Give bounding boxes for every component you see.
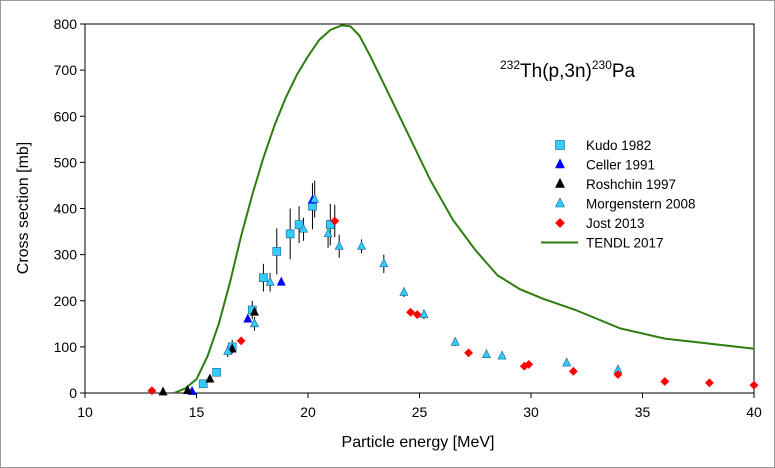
series-line-tendl-2017 <box>173 24 755 394</box>
data-point-kudo-1982 <box>285 229 295 239</box>
data-point-jost-2013 <box>236 336 246 346</box>
data-point-jost-2013 <box>749 380 759 390</box>
data-point-jost-2013 <box>147 386 157 396</box>
x-tick-label: 30 <box>523 404 539 420</box>
data-point-morgenstern-2008 <box>357 240 367 250</box>
legend: Kudo 1982 Celler 1991 Roshchin 1997 Morgens… <box>541 138 696 251</box>
y-tick-label: 0 <box>69 385 77 401</box>
reaction-mass-product: 230 <box>592 58 612 72</box>
y-tick-label: 700 <box>54 62 78 78</box>
data-point-celler-1991 <box>276 276 286 286</box>
legend-marker-morgenstern-2008 <box>555 197 565 208</box>
legend-marker-kudo-1982 <box>555 140 565 150</box>
legend-label-celler-1991: Celler 1991 <box>586 158 655 173</box>
legend-label-roshchin-1997: Roshchin 1997 <box>586 177 676 192</box>
y-tick-label: 200 <box>54 293 78 309</box>
data-point-jost-2013 <box>464 348 473 358</box>
y-tick-label: 300 <box>54 247 78 263</box>
data-point-morgenstern-2008 <box>419 308 429 318</box>
x-axis-title: Particle energy [MeV] <box>342 434 495 451</box>
data-point-jost-2013 <box>524 359 534 369</box>
data-point-roshchin-1997 <box>205 373 215 383</box>
data-point-morgenstern-2008 <box>310 193 320 203</box>
y-tick-label: 800 <box>54 16 78 32</box>
data-point-morgenstern-2008 <box>497 350 507 360</box>
reaction-annotation: 232Th(p,3n)230Pa <box>500 58 636 82</box>
x-tick-label: 35 <box>635 404 651 420</box>
data-point-morgenstern-2008 <box>323 228 333 238</box>
legend-label-kudo-1982: Kudo 1982 <box>586 138 651 153</box>
data-point-jost-2013 <box>660 377 670 386</box>
y-tick-label: 600 <box>54 108 78 124</box>
x-tick-label: 25 <box>412 404 428 420</box>
data-point-jost-2013 <box>412 310 422 320</box>
data-point-roshchin-1997 <box>183 385 193 394</box>
reaction-product: Pa <box>612 61 636 82</box>
data-point-morgenstern-2008 <box>450 336 460 346</box>
x-tick-label: 10 <box>77 404 93 420</box>
y-tick-label: 400 <box>54 201 78 217</box>
legend-label-morgenstern-2008: Morgenstern 2008 <box>586 197 696 212</box>
data-point-morgenstern-2008 <box>265 276 275 286</box>
legend-marker-roshchin-1997 <box>555 177 565 188</box>
x-tick-label: 40 <box>746 404 762 420</box>
data-point-morgenstern-2008 <box>399 286 409 296</box>
data-point-jost-2013 <box>568 366 578 376</box>
data-point-morgenstern-2008 <box>299 223 309 233</box>
data-point-kudo-1982 <box>212 367 221 377</box>
y-tick-label: 100 <box>54 339 78 355</box>
data-point-jost-2013 <box>613 370 623 379</box>
data-point-roshchin-1997 <box>158 386 168 396</box>
legend-label-jost-2013: Jost 2013 <box>586 216 645 231</box>
data-point-morgenstern-2008 <box>562 357 572 367</box>
data-point-roshchin-1997 <box>227 343 237 353</box>
data-point-celler-1991 <box>243 313 253 323</box>
data-point-morgenstern-2008 <box>223 345 233 355</box>
reaction-mass-target: 232 <box>500 58 520 72</box>
data-point-morgenstern-2008 <box>481 349 491 359</box>
data-point-roshchin-1997 <box>249 306 259 316</box>
data-point-morgenstern-2008 <box>379 258 389 268</box>
y-axis-title: Cross section [mb] <box>15 142 32 274</box>
y-tick-label: 500 <box>54 154 78 170</box>
data-point-kudo-1982 <box>272 247 282 256</box>
x-tick-label: 20 <box>300 404 316 420</box>
reaction-target: Th(p,3n) <box>520 61 592 82</box>
data-point-kudo-1982 <box>259 273 268 282</box>
data-point-jost-2013 <box>330 216 340 226</box>
data-point-jost-2013 <box>406 307 416 317</box>
legend-marker-celler-1991 <box>555 158 565 169</box>
x-tick-label: 15 <box>189 404 205 420</box>
data-point-morgenstern-2008 <box>249 318 259 328</box>
data-point-jost-2013 <box>704 378 714 388</box>
legend-label-tendl-2017: TENDL 2017 <box>586 236 664 251</box>
data-point-kudo-1982 <box>198 379 208 389</box>
data-point-morgenstern-2008 <box>334 240 344 250</box>
plot-area <box>84 23 755 394</box>
legend-marker-jost-2013 <box>555 218 565 228</box>
